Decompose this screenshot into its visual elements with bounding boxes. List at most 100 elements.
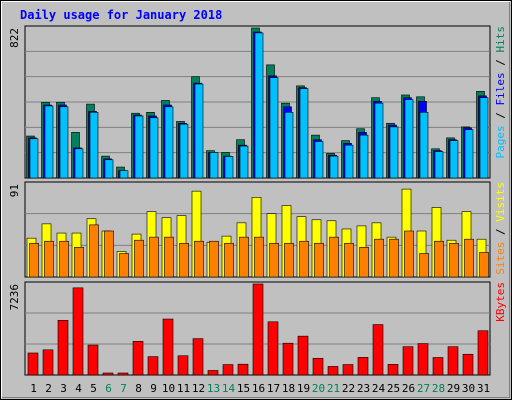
bar-sites-day-22 [344,242,354,278]
bar-pages-day-23 [359,134,369,179]
bar-kbytes-day-17 [267,321,279,376]
bar-pages-day-26 [404,99,414,179]
bar-pages-day-3 [59,106,69,179]
legend-entry: Hits [494,26,507,53]
panel-hits-files-pages: 822 Pages / Files / Hits [8,25,507,179]
bar-kbytes-day-24 [372,324,384,376]
legend-entry: KBytes [494,282,507,322]
bar-pages-day-8 [134,115,144,179]
bar-pages-day-25 [389,126,399,179]
legend-visits-sites: Sites / Visits [494,182,507,275]
x-axis-labels: 1 2 3 4 5 6 7 8 9 10 11 12 13 14 15 16 17 18 19 20 21 22 23 24 2… [30,382,490,395]
bar-kbytes-day-14 [222,364,234,376]
bar-pages-day-20 [314,141,324,179]
x-tick-label-day-1: 1 [30,382,37,395]
x-tick-label-day-6: 6 [105,382,112,395]
x-tick-label-day-28: 28 [432,382,445,395]
bar-sites-day-20 [314,242,324,278]
bar-sites-day-15 [239,236,249,278]
panel-kbytes: 7236 KBytes [8,281,507,376]
x-tick-label-day-30: 30 [462,382,475,395]
bar-sites-day-25 [389,238,399,278]
bar-kbytes-day-7 [117,372,129,376]
legend-entry: Visits [494,182,507,222]
bar-sites-day-18 [284,242,294,278]
bar-pages-day-19 [299,88,309,179]
bar-kbytes-day-18 [282,342,294,376]
bar-kbytes-day-4 [72,287,84,376]
x-tick-label-day-24: 24 [372,382,386,395]
x-tick-label-day-2: 2 [45,382,52,395]
bar-pages-day-22 [344,144,354,179]
bar-pages-day-30 [464,129,474,179]
bar-kbytes-day-27 [417,343,429,376]
bar-pages-day-11 [179,123,189,179]
bar-pages-day-15 [239,145,249,179]
bar-pages-day-27 [419,112,429,179]
x-tick-label-day-11: 11 [177,382,190,395]
legend-entry: Files [494,72,507,105]
x-tick-label-day-8: 8 [135,382,142,395]
bar-pages-day-1 [29,138,39,179]
bar-sites-day-5 [89,224,99,278]
x-tick-label-day-13: 13 [207,382,220,395]
legend-entry: Sites [494,242,507,275]
legend-kbytes: KBytes [494,282,507,322]
bar-kbytes-day-21 [327,366,339,376]
bar-kbytes-day-16 [252,283,264,376]
x-tick-label-day-16: 16 [252,382,265,395]
bar-sites-day-11 [179,242,189,278]
bar-pages-day-10 [164,106,174,179]
x-tick-label-day-22: 22 [342,382,355,395]
bar-kbytes-day-15 [237,363,249,376]
bar-sites-day-29 [449,242,459,278]
bar-pages-day-17 [269,77,279,179]
bar-sites-day-24 [374,238,384,278]
bar-kbytes-day-5 [87,344,99,376]
bar-kbytes-day-26 [402,346,414,376]
legend-entry: / [494,106,507,126]
bar-kbytes-day-25 [387,364,399,376]
bar-sites-day-8 [134,239,144,278]
x-tick-label-day-25: 25 [387,382,400,395]
legend-hits-files-pages: Pages / Files / Hits [494,26,507,159]
bar-sites-day-21 [329,236,339,278]
bar-kbytes-day-1 [27,352,39,376]
bar-sites-day-4 [74,247,84,278]
bar-sites-day-6 [104,230,114,278]
bar-pages-day-28 [434,151,444,179]
bar-sites-day-3 [59,240,69,278]
bar-kbytes-day-2 [42,349,54,376]
bar-kbytes-day-3 [57,319,69,376]
bar-kbytes-day-19 [297,335,309,376]
x-tick-label-day-17: 17 [267,382,280,395]
chart-panels: 822 Pages / Files / Hits 91 Sites / Visits 7… [8,25,507,376]
bar-sites-day-28 [434,240,444,278]
bar-kbytes-day-8 [132,340,144,376]
legend-entry: / [494,222,507,242]
bar-pages-day-21 [329,155,339,179]
panel-visits-sites: 91 Sites / Visits [8,181,507,278]
x-tick-label-day-12: 12 [192,382,205,395]
bar-pages-day-31 [479,97,489,179]
bar-sites-day-16 [254,236,264,278]
bar-sites-day-31 [479,252,489,278]
y-max-label: 91 [8,184,21,197]
bar-sites-day-17 [269,242,279,278]
bar-kbytes-day-31 [477,330,489,376]
legend-entry: Pages [494,125,507,158]
x-tick-label-day-14: 14 [222,382,236,395]
bar-pages-day-16 [254,32,264,179]
x-tick-label-day-26: 26 [402,382,415,395]
bar-sites-day-7 [119,253,129,278]
legend-entry: / [494,53,507,73]
bar-kbytes-day-9 [147,356,159,376]
bar-sites-day-23 [359,247,369,278]
y-max-label: 7236 [8,284,21,311]
x-tick-label-day-21: 21 [327,382,340,395]
bar-kbytes-day-28 [432,357,444,376]
x-tick-label-day-19: 19 [297,382,310,395]
bar-kbytes-day-29 [447,346,459,376]
